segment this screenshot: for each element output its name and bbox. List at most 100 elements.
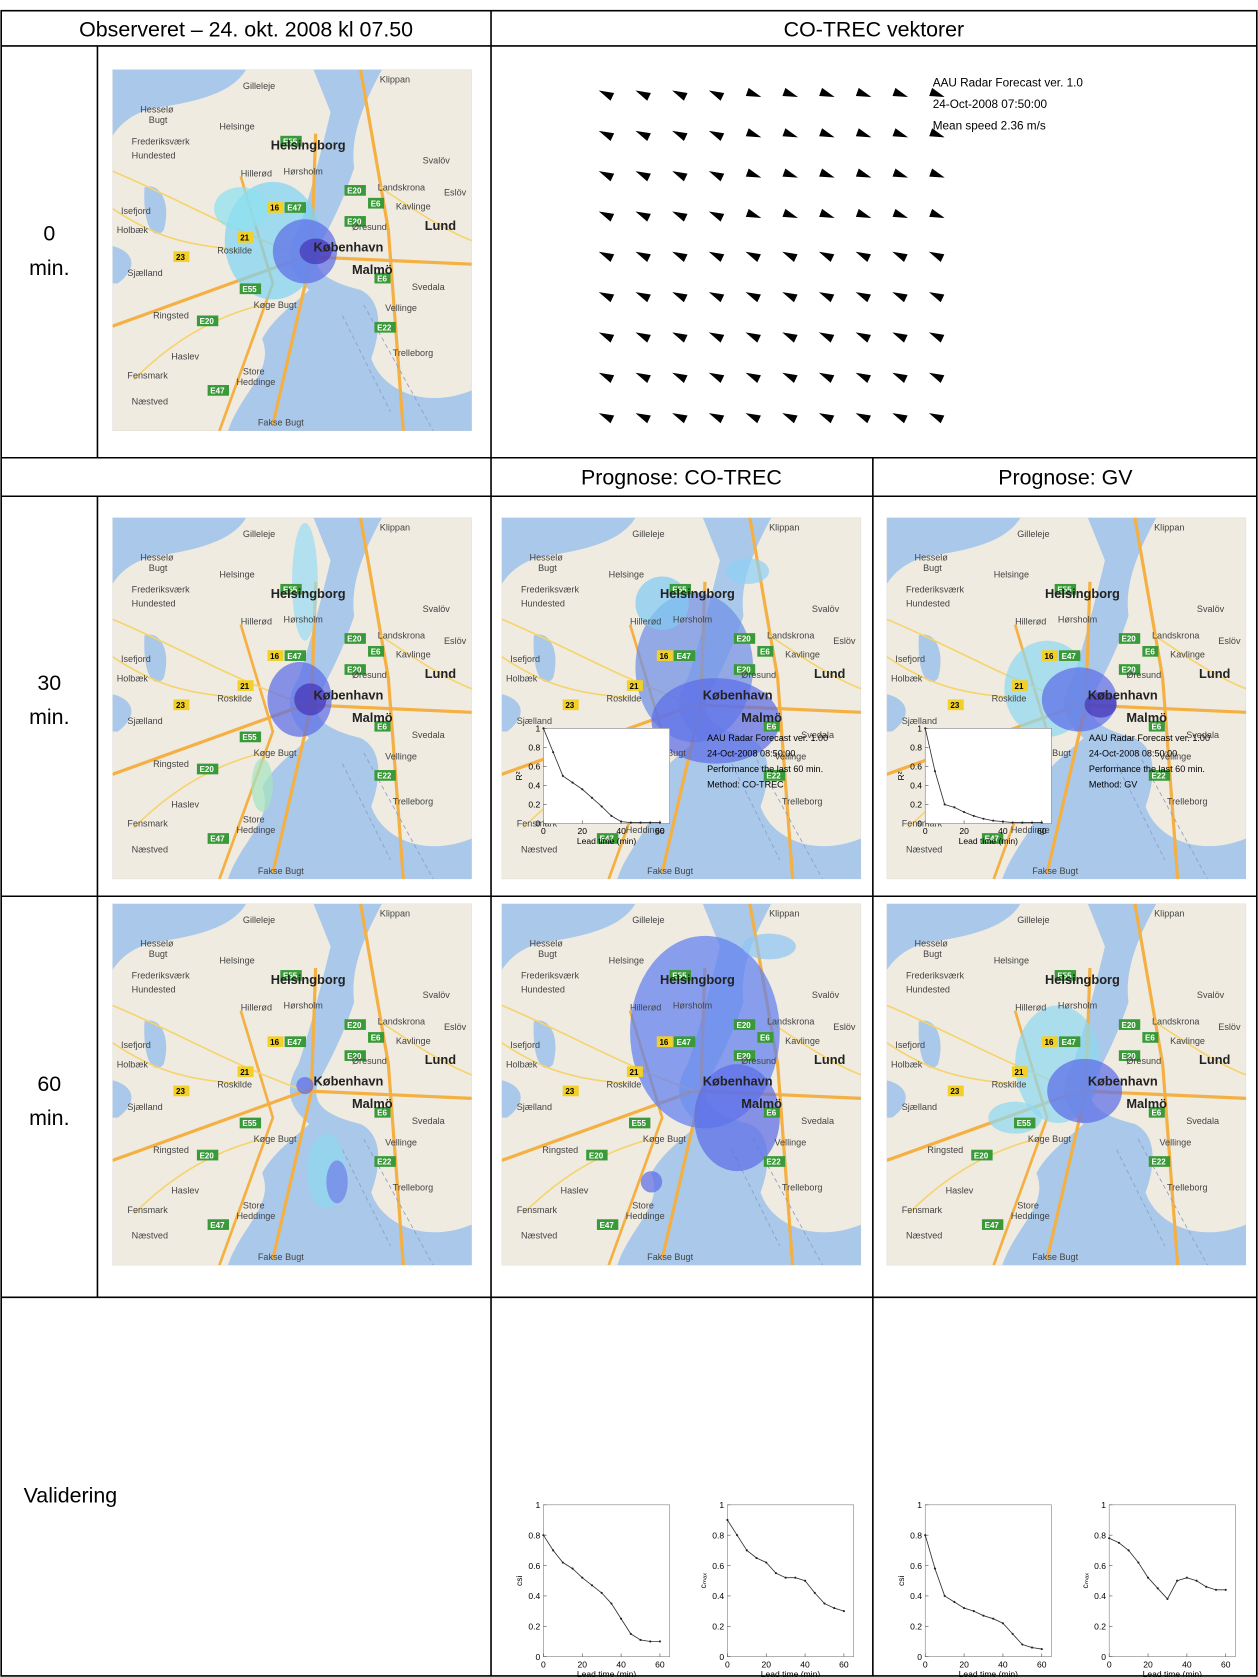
road-sign-label: 23	[176, 701, 185, 710]
radar-echo	[296, 1077, 314, 1095]
place-label: Malmö	[1126, 1096, 1167, 1111]
x-tick-label: 20	[1143, 1659, 1153, 1669]
place-label: Haslev	[171, 1186, 199, 1196]
place-label: Klippan	[769, 522, 799, 532]
data-point	[784, 1576, 787, 1579]
radar-map: E55E20E6E4716E202123E55E6E22E20E47Gillel…	[501, 517, 862, 880]
road-sign-label: E55	[1057, 586, 1072, 595]
place-label: Helsingborg	[271, 138, 346, 153]
road-sign	[1058, 650, 1081, 661]
radar-map: E55E20E6E4716E202123E55E6E22E20E47Gillel…	[112, 517, 472, 880]
place-label: Lund	[1199, 666, 1230, 681]
road-sign-label: E47	[210, 387, 225, 396]
subheader-cell: Prognose: CO-TREC	[581, 465, 782, 489]
place-label: Sjælland	[517, 1102, 552, 1112]
place-label: Eslöv	[444, 188, 467, 198]
place-label: Heddinge	[236, 377, 275, 387]
road-sign	[284, 650, 307, 661]
radar-echo	[651, 678, 780, 764]
place-label: Holbæk	[117, 225, 149, 235]
place-label: Sjælland	[902, 716, 937, 726]
y-tick-label: 0	[535, 819, 540, 829]
place-label: Hillerød	[241, 1003, 272, 1013]
road-sign-label: E6	[760, 1034, 770, 1043]
place-label: Svedala	[412, 282, 446, 292]
place-label: Hillerød	[630, 1003, 661, 1013]
plot-frame	[543, 728, 670, 824]
place-label: Store	[243, 814, 265, 824]
data-point	[765, 1561, 768, 1564]
road-sign-label: E6	[371, 199, 381, 208]
road-sign	[237, 1066, 254, 1078]
vector-arrow	[892, 87, 909, 98]
road-sign	[1148, 720, 1165, 732]
vector-arrow	[745, 128, 762, 138]
place-label: Øresund	[741, 670, 776, 680]
place-label: Store	[1017, 1201, 1039, 1211]
place-label: Eslöv	[1218, 1022, 1241, 1032]
radar-echo	[1084, 691, 1117, 718]
vector-arrow	[672, 372, 688, 383]
place-label: Roskilde	[992, 1080, 1027, 1090]
road-sign-label: E20	[200, 765, 215, 774]
road-sign-label: E55	[672, 972, 687, 981]
road-sign-label: E6	[766, 722, 776, 731]
place-label: Øresund	[352, 222, 387, 232]
place-label: Bugt	[923, 563, 942, 573]
y-tick-label: 0.6	[528, 1561, 540, 1571]
vector-arrow	[635, 372, 651, 383]
x-tick-label: 0	[541, 1659, 546, 1669]
vector-arrow	[928, 292, 945, 303]
data-point	[842, 1610, 845, 1613]
road-sign-label: E20	[347, 635, 362, 644]
place-label: Ringsted	[153, 311, 189, 321]
place-label: Landskrona	[767, 1017, 815, 1027]
road-sign	[207, 385, 230, 396]
table-grid	[0, 9, 1258, 1677]
road-sign-label: E47	[287, 652, 302, 661]
vector-arrow	[598, 251, 615, 262]
vector-arrow	[598, 90, 615, 101]
place-label: Frederiksværk	[521, 971, 579, 981]
data-point	[620, 820, 623, 823]
x-axis-label: Lead time (min)	[1143, 1669, 1203, 1677]
road-sign	[596, 1219, 619, 1230]
y-axis-label: csi	[514, 1575, 524, 1586]
data-point	[620, 1617, 623, 1620]
vector-arrow	[782, 372, 798, 383]
x-tick-label: 40	[998, 1659, 1008, 1669]
road-sign-label: 23	[565, 1087, 574, 1096]
vector-arrow	[635, 332, 651, 343]
road-sign-label: E47	[985, 835, 1000, 844]
road-sign-label: E55	[242, 1119, 257, 1128]
place-label: Fensmark	[902, 1205, 943, 1215]
x-axis-label: Lead time (min)	[577, 836, 637, 846]
y-tick-label: 1	[917, 1500, 922, 1510]
row-label: 30	[37, 671, 61, 695]
place-label: Svalöv	[423, 156, 451, 166]
road-sign	[239, 283, 262, 295]
data-point	[1021, 1643, 1024, 1646]
data-point	[726, 1518, 729, 1522]
y-tick-label: 0	[535, 1652, 540, 1662]
road-sign	[239, 1117, 262, 1129]
vector-arrow	[855, 251, 871, 262]
radar-map: E55E20E6E4716E202123E55E6E22E20E47Gillel…	[112, 69, 472, 432]
vector-arrow	[819, 87, 835, 98]
data-point	[1001, 1622, 1004, 1625]
y-tick-label: 0.8	[712, 1530, 724, 1540]
place-label: Hillerød	[241, 617, 272, 627]
place-label: Vellinge	[385, 751, 417, 761]
place-label: Roskilde	[607, 1080, 642, 1090]
place-label: Hesselø	[530, 939, 564, 949]
place-label: Øresund	[352, 1056, 387, 1066]
data-point	[953, 1600, 956, 1604]
data-point	[933, 770, 937, 773]
vector-arrow	[929, 128, 945, 138]
vector-arrow	[745, 372, 761, 383]
road-sign-label: E6	[760, 648, 770, 657]
place-label: Hørsholm	[673, 1001, 712, 1011]
data-point	[1127, 1549, 1130, 1552]
road-sign	[173, 251, 190, 263]
x-tick-label: 60	[1037, 1659, 1047, 1669]
